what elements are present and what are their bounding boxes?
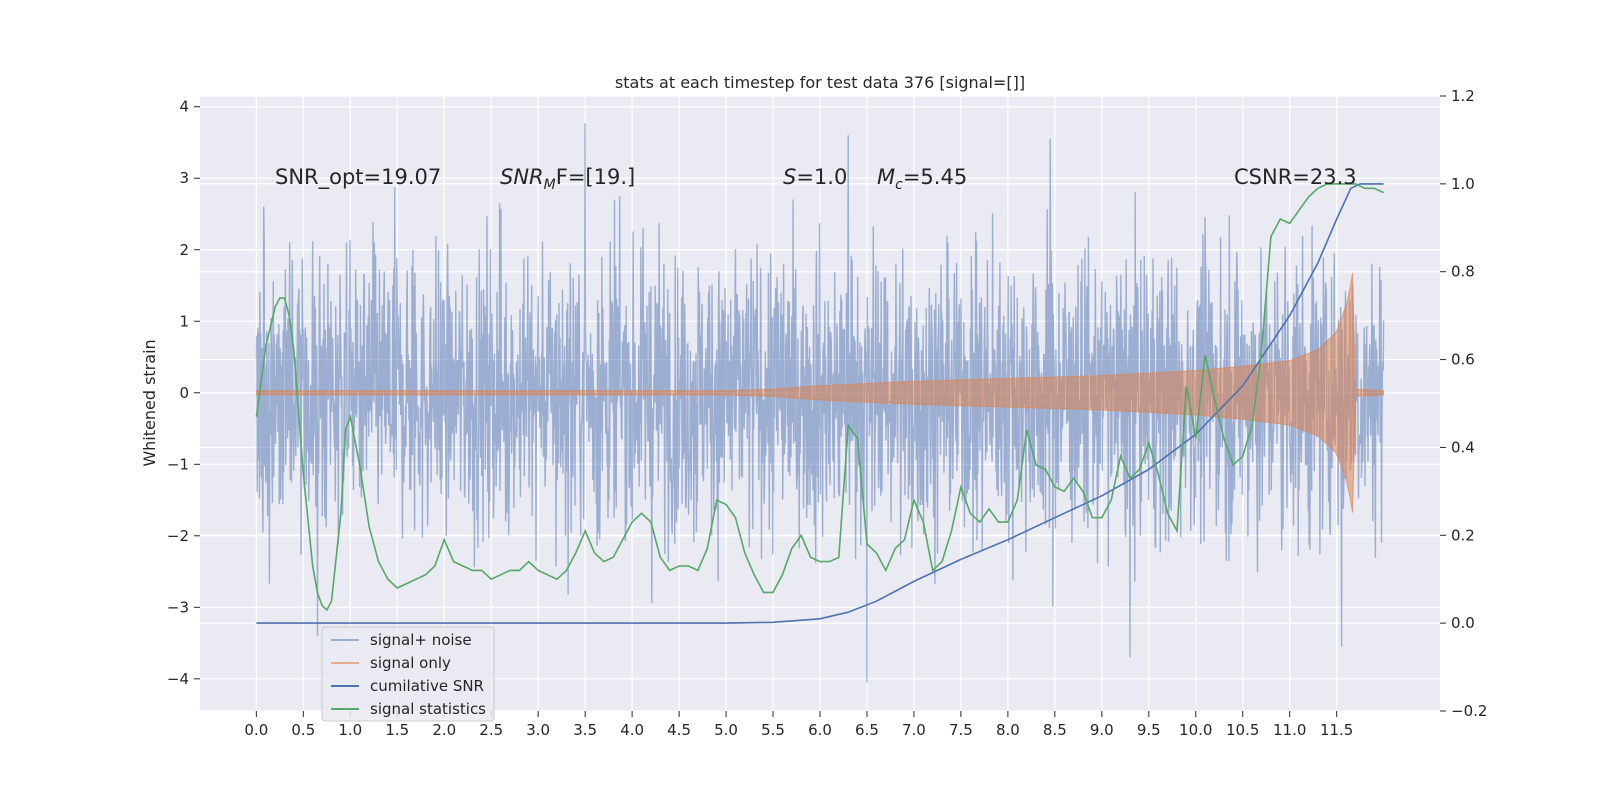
series-signal-only bbox=[255, 272, 1385, 513]
x-tick-label: 5.5 bbox=[761, 721, 785, 739]
x-tick-label: 11.0 bbox=[1273, 721, 1306, 739]
y-tick-label-right: −0.2 bbox=[1451, 702, 1487, 720]
chart-title: stats at each timestep for test data 376… bbox=[615, 73, 1025, 92]
x-tick-label: 8.5 bbox=[1043, 721, 1067, 739]
y-tick-label-right: 0.0 bbox=[1451, 614, 1475, 632]
x-tick-label: 0.5 bbox=[291, 721, 315, 739]
y-tick-label-left: −1 bbox=[167, 455, 189, 473]
signal-plus-noise-line bbox=[255, 123, 1385, 683]
legend: signal+ noise signal only cumilative SNR… bbox=[321, 626, 495, 722]
series-cumilative-snr-line bbox=[256, 183, 1384, 624]
y-axis-right: −0.2 0.0 0.2 0.4 0.6 0.8 1.0 1.2 bbox=[1440, 87, 1487, 720]
y-axis-label: Whitened strain bbox=[140, 339, 159, 466]
y-tick-label-right: 0.2 bbox=[1451, 526, 1475, 544]
x-tick-label: 7.0 bbox=[902, 721, 926, 739]
annotation-snr-mf-sub: M bbox=[544, 177, 556, 193]
legend-box bbox=[321, 626, 495, 722]
annotation-s: S=1.0 bbox=[783, 165, 847, 189]
y-tick-label-right: 0.8 bbox=[1451, 263, 1475, 281]
y-tick-label-left: −4 bbox=[167, 670, 189, 688]
legend-label-signal-plus-noise: signal+ noise bbox=[370, 631, 472, 649]
y-tick-label-right: 1.2 bbox=[1451, 87, 1475, 105]
annotation-s-symbol: S bbox=[783, 165, 796, 189]
x-tick-label: 11.5 bbox=[1320, 721, 1353, 739]
annotation-mc-value: =5.45 bbox=[903, 165, 967, 189]
x-tick-label: 8.0 bbox=[996, 721, 1020, 739]
series-signal-statistics-line bbox=[255, 183, 1384, 612]
legend-label-signal-statistics: signal statistics bbox=[370, 700, 486, 718]
x-tick-label: 10.5 bbox=[1226, 721, 1259, 739]
y-tick-label-left: 3 bbox=[179, 169, 189, 187]
x-tick-label: 4.0 bbox=[620, 721, 644, 739]
y-tick-label-left: −3 bbox=[167, 598, 189, 616]
annotations: SNR_opt=19.07 SNRMF=[19.] S=1.0 Mc=5.45 … bbox=[275, 165, 1357, 193]
x-tick-label: 6.0 bbox=[808, 721, 832, 739]
series-signal-plus-noise bbox=[255, 123, 1385, 683]
annotation-s-value: =1.0 bbox=[796, 165, 847, 189]
annotation-mc: Mc=5.45 bbox=[877, 165, 967, 193]
annotation-csnr: CSNR=23.3 bbox=[1234, 165, 1357, 189]
x-tick-label: 9.5 bbox=[1137, 721, 1161, 739]
legend-label-cumilative-snr: cumilative SNR bbox=[370, 677, 484, 695]
x-tick-label: 3.0 bbox=[526, 721, 550, 739]
x-tick-label: 2.0 bbox=[432, 721, 456, 739]
signal-only-envelope bbox=[255, 272, 1385, 513]
y-axis-left: −4 −3 −2 −1 0 1 2 3 4 bbox=[167, 98, 200, 688]
annotation-snr-opt: SNR_opt=19.07 bbox=[275, 165, 441, 190]
x-tick-label: 5.0 bbox=[714, 721, 738, 739]
legend-label-signal-only: signal only bbox=[370, 654, 451, 672]
x-tick-label: 1.5 bbox=[385, 721, 409, 739]
plot-data bbox=[255, 123, 1385, 683]
annotation-mc-sub: c bbox=[895, 177, 903, 193]
y-tick-label-left: −2 bbox=[167, 527, 189, 545]
x-tick-label: 3.5 bbox=[573, 721, 597, 739]
y-tick-label-left: 0 bbox=[179, 384, 189, 402]
annotation-snr-mf-main: SNR bbox=[500, 165, 544, 189]
annotation-snr-mf: SNRMF=[19.] bbox=[500, 165, 635, 193]
y-tick-label-right: 0.6 bbox=[1451, 351, 1475, 369]
annotation-snr-mf-rest: F=[19.] bbox=[556, 165, 635, 189]
y-tick-label-right: 0.4 bbox=[1451, 438, 1475, 456]
x-tick-label: 6.5 bbox=[855, 721, 879, 739]
y-tick-label-right: 1.0 bbox=[1451, 175, 1475, 193]
x-tick-label: 9.0 bbox=[1090, 721, 1114, 739]
x-tick-label: 7.5 bbox=[949, 721, 973, 739]
y-tick-label-left: 2 bbox=[179, 241, 189, 259]
x-tick-label: 4.5 bbox=[667, 721, 691, 739]
y-tick-label-left: 4 bbox=[179, 98, 189, 116]
x-tick-label: 0.0 bbox=[244, 721, 268, 739]
x-tick-label: 2.5 bbox=[479, 721, 503, 739]
annotation-mc-symbol: M bbox=[877, 165, 895, 189]
x-tick-label: 1.0 bbox=[338, 721, 362, 739]
y-tick-label-left: 1 bbox=[179, 312, 189, 330]
x-tick-label: 10.0 bbox=[1179, 721, 1212, 739]
x-axis: 0.0 0.5 1.0 1.5 2.0 2.5 3.0 3.5 4.0 4.5 5.0 5.5 6.0 6… bbox=[244, 711, 1353, 739]
